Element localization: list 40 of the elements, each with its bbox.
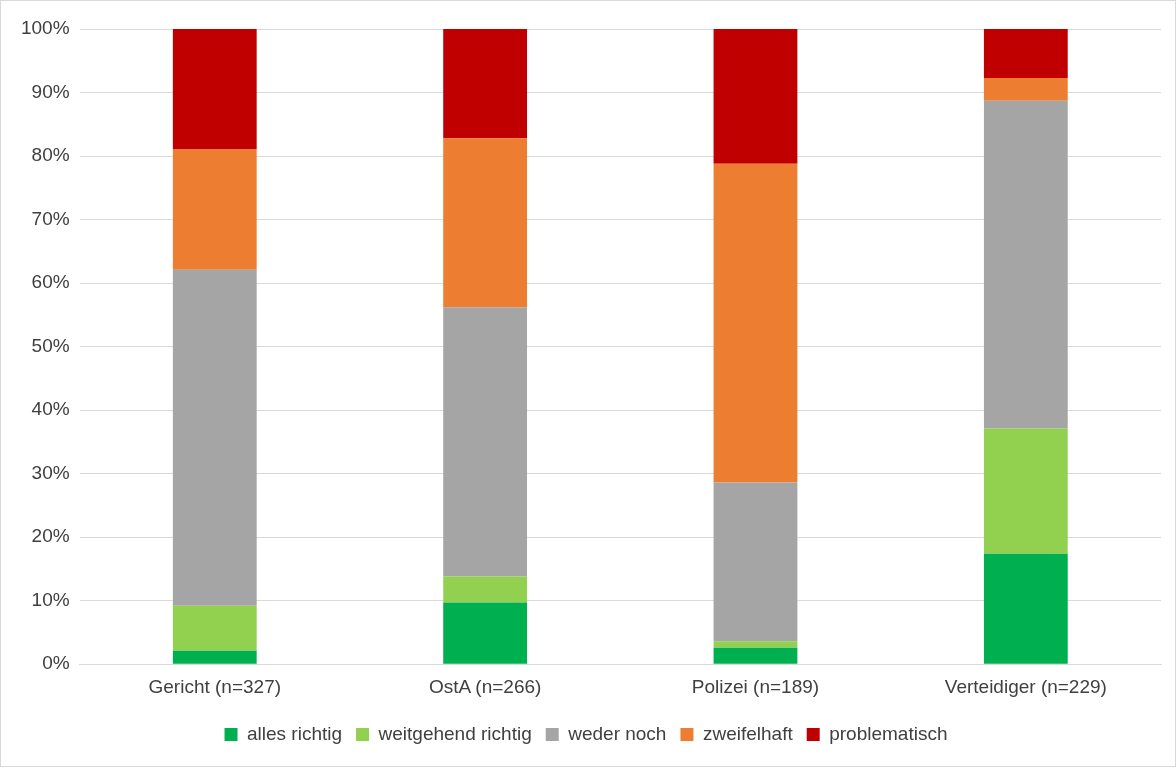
bar: [983, 77, 1068, 101]
bar: [443, 307, 528, 577]
legend-label: weder noch: [567, 722, 667, 744]
bar: [443, 576, 528, 603]
legend-label: alles richtig: [247, 722, 343, 744]
bar: [713, 29, 798, 164]
bar: [443, 29, 528, 139]
y-tick-label: 10%: [31, 588, 70, 610]
y-tick-label: 0%: [42, 652, 70, 674]
bar: [172, 269, 257, 606]
bar: [172, 605, 257, 651]
y-tick-label: 70%: [31, 207, 70, 229]
y-tick-label: 60%: [31, 271, 70, 293]
bar: [713, 647, 798, 664]
legend-label: zweifelhaft: [702, 722, 794, 744]
bar: [983, 553, 1068, 664]
x-tick-label: Verteidiger (n=229): [944, 675, 1107, 697]
y-tick-label: 50%: [31, 334, 70, 356]
bar: [172, 650, 257, 664]
legend-label: weitgehend richtig: [377, 722, 532, 744]
y-tick-label: 90%: [31, 80, 70, 102]
y-tick-label: 40%: [31, 398, 70, 420]
bar: [443, 602, 528, 664]
bar: [983, 29, 1068, 78]
y-tick-label: 30%: [31, 461, 70, 483]
bar: [713, 163, 798, 483]
bar: [713, 641, 798, 648]
bar: [983, 428, 1068, 554]
bar: [713, 482, 798, 642]
x-tick-label: OstA (n=266): [428, 675, 542, 697]
bar: [172, 29, 257, 150]
y-tick-label: 20%: [31, 525, 70, 547]
legend-label: problematisch: [829, 722, 948, 744]
y-tick-label: 100%: [20, 17, 70, 39]
bar: [443, 138, 528, 308]
x-tick-label: Gericht (n=327): [148, 675, 282, 697]
y-tick-label: 80%: [31, 144, 70, 166]
bar: [983, 100, 1068, 429]
x-tick-label: Polizei (n=189): [691, 675, 820, 697]
bar: [172, 149, 257, 270]
